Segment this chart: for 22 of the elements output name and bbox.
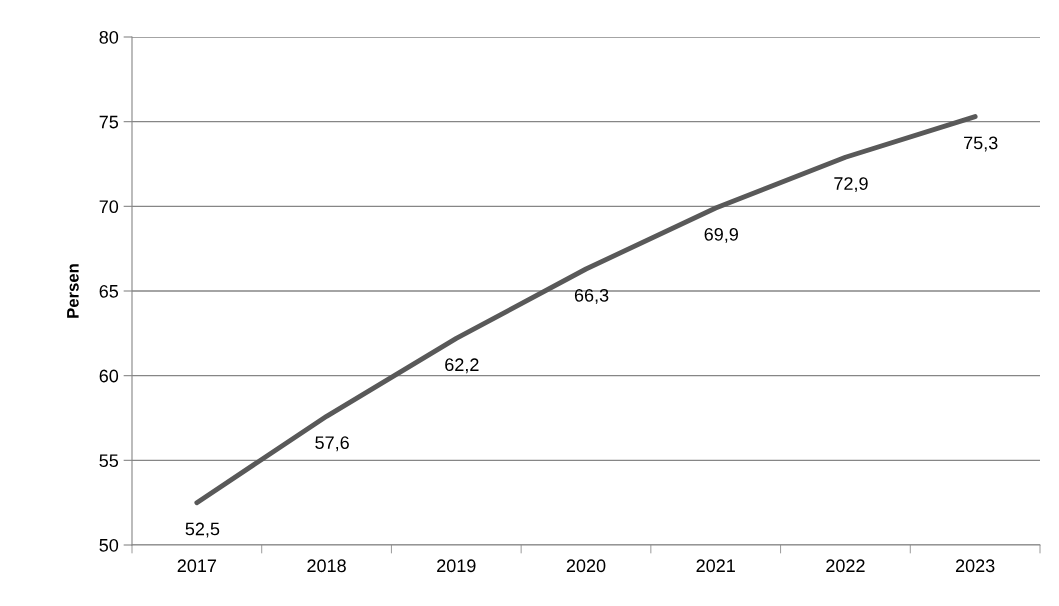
y-tick-label: 70	[99, 200, 119, 214]
data-label: 52,5	[185, 522, 220, 538]
y-tick-label: 75	[99, 115, 119, 129]
x-tick-label: 2017	[177, 559, 217, 573]
x-tick-label: 2023	[955, 559, 995, 573]
data-label: 62,2	[445, 358, 479, 374]
data-label: 66,3	[574, 288, 609, 304]
x-tick-label: 2022	[826, 559, 865, 573]
y-tick-label: 60	[99, 369, 119, 383]
x-tick-label: 2021	[696, 559, 735, 573]
data-label: 72,9	[834, 177, 868, 193]
y-tick-label: 80	[99, 30, 119, 44]
y-tick-label: 50	[99, 538, 119, 552]
y-axis-title: Persen	[67, 264, 79, 318]
data-label: 75,3	[964, 136, 998, 152]
x-tick-label: 2018	[307, 559, 346, 573]
x-tick-label: 2019	[437, 559, 476, 573]
y-tick-label: 55	[99, 454, 119, 468]
x-tick-label: 2020	[566, 559, 606, 573]
data-label: 57,6	[315, 436, 349, 452]
data-label: 69,9	[704, 227, 738, 243]
y-tick-label: 65	[99, 284, 119, 298]
